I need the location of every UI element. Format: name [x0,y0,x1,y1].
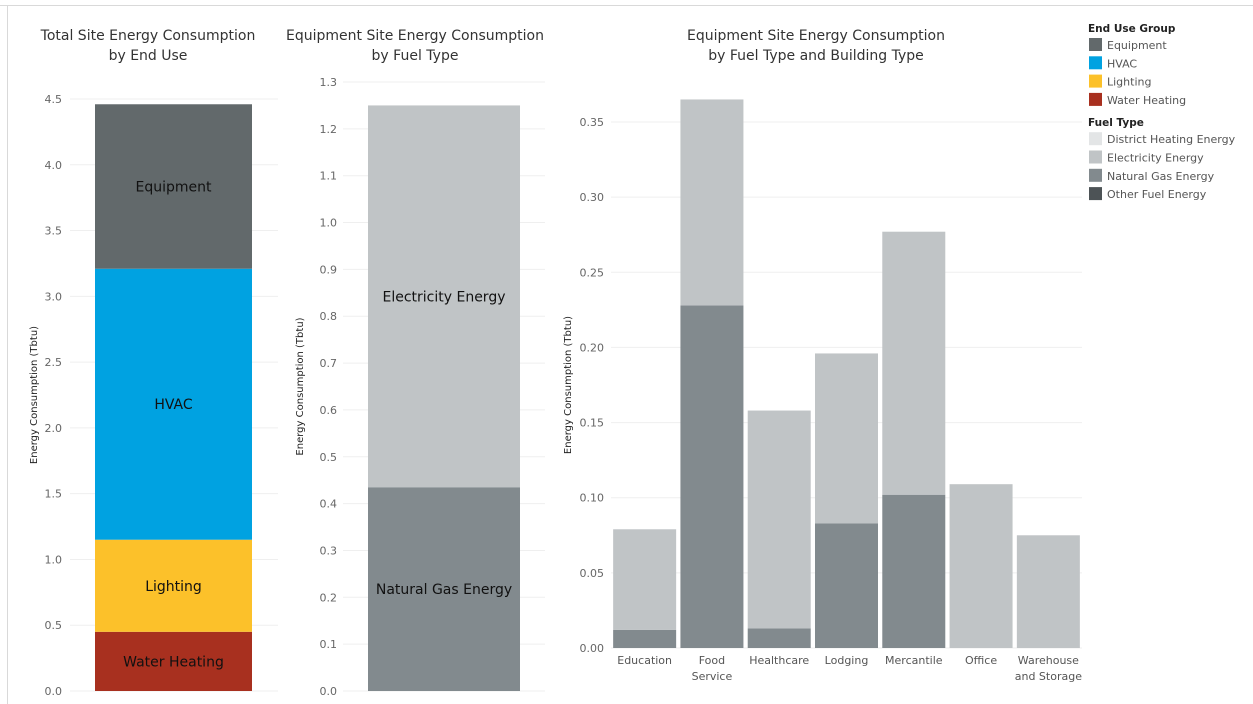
legend-label[interactable]: Electricity Energy [1107,152,1204,165]
y-tick-label: 0.25 [580,266,605,279]
y-tick-label: 0.30 [580,191,605,204]
frame-left-border [7,5,8,704]
x-tick-label: Food [699,654,725,667]
legend-label[interactable]: District Heating Energy [1107,133,1236,146]
y-tick-label: 0.00 [580,642,605,655]
y-tick-label: 1.1 [320,170,338,183]
y-tick-label: 0.4 [320,498,338,511]
x-tick-label: Office [965,654,997,667]
legend-label[interactable]: HVAC [1107,57,1137,70]
chart-title-line: by Fuel Type [372,48,459,64]
bar-segment[interactable] [613,529,677,630]
bar-segment[interactable] [882,494,946,648]
legend-label[interactable]: Natural Gas Energy [1107,170,1215,183]
chart-1: Total Site Energy Consumption by End Use 0… [29,28,278,698]
y-tick-label: 0.0 [45,685,63,698]
segment-label: Electricity Energy [382,289,505,305]
chart-title-line: Total Site Energy Consumption [40,28,256,44]
y-tick-label: 0.2 [320,591,338,604]
bar-segment[interactable] [1016,535,1080,648]
y-tick-label: 2.0 [45,422,63,435]
legend-swatch[interactable] [1089,56,1102,70]
y-tick-label: 2.5 [45,356,63,369]
legend-title: Fuel Type [1088,117,1144,129]
x-tick-label: Healthcare [749,654,809,667]
x-tick-label: Education [617,654,672,667]
y-tick-label: 0.35 [580,116,605,129]
y-tick-label: 1.0 [320,217,338,230]
bar-segment[interactable] [815,523,878,648]
bar-segment[interactable] [680,305,744,648]
bar-segment[interactable] [882,231,946,495]
y-axis-label: Energy Consumption (Tbtu) [563,316,574,454]
legend-swatch[interactable] [1089,74,1102,88]
y-tick-label: 0.3 [320,544,338,557]
bar-segment[interactable] [368,105,520,488]
bar-segment[interactable] [95,268,252,540]
chart-2: Equipment Site Energy Consumption by Fuel… [286,28,545,698]
y-tick-label: 3.0 [45,290,63,303]
y-tick-label: 0.1 [320,638,338,651]
y-tick-label: 3.5 [45,225,63,238]
chart-title-line: by End Use [109,48,188,64]
bar-segment[interactable] [747,628,811,648]
legend-label[interactable]: Equipment [1107,39,1167,52]
y-tick-label: 4.5 [45,93,63,106]
y-tick-label: 0.8 [320,310,338,323]
chart-title-line: Equipment Site Energy Consumption [687,28,945,44]
chart-title-line: Equipment Site Energy Consumption [286,28,544,44]
legend-swatch[interactable] [1089,187,1102,201]
y-tick-label: 4.0 [45,159,63,172]
x-tick-label: Service [692,670,733,683]
bar-segment[interactable] [95,539,252,632]
x-tick-label: and Storage [1015,670,1082,683]
legend-swatch[interactable] [1089,38,1102,51]
bar-segment[interactable] [368,487,520,691]
y-tick-label: 0.7 [320,357,338,370]
y-tick-label: 0.5 [320,451,338,464]
y-tick-label: 1.5 [45,488,63,501]
legend-swatch[interactable] [1089,168,1102,182]
segment-label: Equipment [136,179,213,195]
segment-label: Natural Gas Energy [376,582,512,598]
bar-segment[interactable] [747,410,811,629]
y-tick-label: 0.20 [580,341,605,354]
legend-swatch[interactable] [1089,92,1102,106]
bar-segment[interactable] [95,631,252,691]
bar-segment[interactable] [95,104,252,269]
legend-label[interactable]: Lighting [1107,76,1151,89]
segment-label: Lighting [145,579,202,595]
x-tick-label: Warehouse [1018,654,1079,667]
legend-label[interactable]: Other Fuel Energy [1107,188,1207,201]
bar-segment[interactable] [949,484,1013,648]
segment-label: Water Heating [123,654,224,670]
bar-segment[interactable] [815,353,878,524]
y-tick-label: 1.0 [45,553,63,566]
bar-segment[interactable] [613,629,677,648]
bar-segment[interactable] [680,99,744,306]
x-tick-label: Mercantile [885,654,943,667]
y-tick-label: 0.9 [320,263,338,276]
y-tick-label: 0.15 [580,417,605,430]
y-tick-label: 0.10 [580,492,605,505]
legend: End Use Group Equipment HVAC Lighting Water … [1088,23,1236,201]
legend-title: End Use Group [1088,23,1176,35]
chart-title-line: by Fuel Type and Building Type [708,48,924,64]
y-tick-label: 1.3 [320,76,338,89]
y-tick-label: 0.05 [580,567,605,580]
chart-3: Equipment Site Energy Consumption by Fuel… [563,28,1082,683]
legend-swatch[interactable] [1089,150,1102,164]
y-axis-label: Energy Consumption (Tbtu) [295,317,306,455]
y-tick-label: 0.6 [320,404,338,417]
y-tick-label: 0.5 [45,619,63,632]
y-tick-label: 0.0 [320,685,338,698]
y-tick-label: 1.2 [320,123,338,136]
legend-swatch[interactable] [1089,132,1102,146]
frame-top-border [0,5,1253,6]
x-tick-label: Lodging [825,654,869,667]
y-axis-label: Energy Consumption (Tbtu) [29,326,40,464]
legend-label[interactable]: Water Heating [1107,94,1186,107]
segment-label: HVAC [154,397,193,413]
